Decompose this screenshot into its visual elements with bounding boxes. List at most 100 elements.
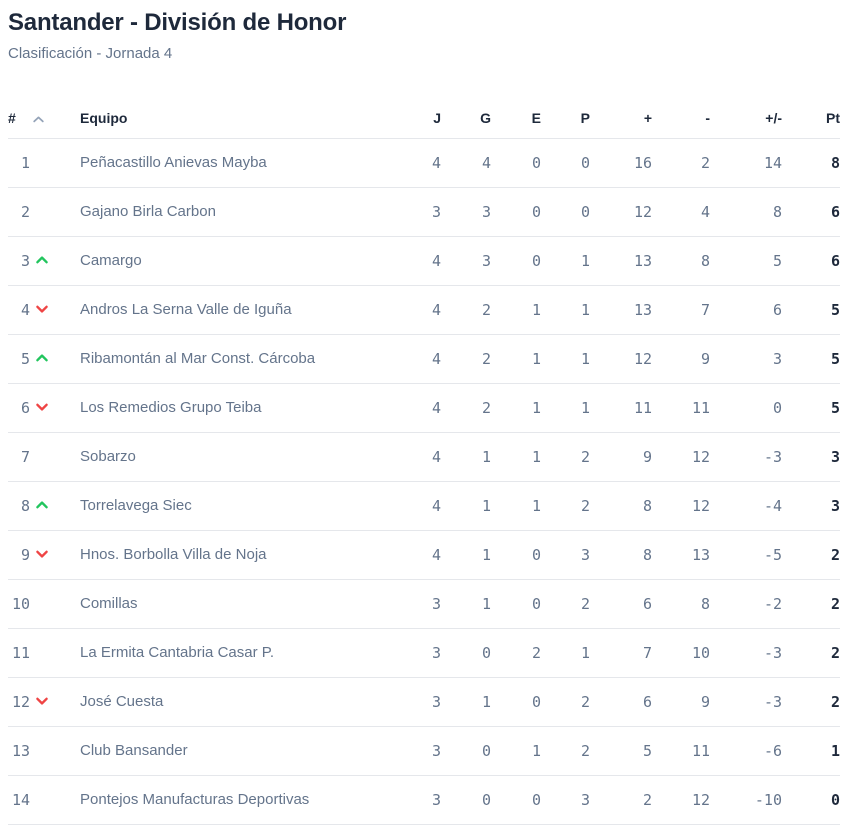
header-team[interactable]: Equipo [80,99,391,139]
rank-number: 4 [8,285,30,335]
header-rank[interactable]: # [8,99,30,139]
played-value: 4 [391,432,441,482]
played-value: 4 [391,138,441,188]
goals-for-value: 9 [590,432,652,482]
drawn-value: 0 [491,138,541,188]
goal-diff-value: 6 [710,285,782,335]
drawn-value: 1 [491,285,541,335]
won-value: 2 [441,383,491,433]
header-played[interactable]: J [391,99,441,139]
header-lost[interactable]: P [541,99,590,139]
goals-against-value: 9 [652,677,710,727]
goals-for-value: 13 [590,236,652,286]
lost-value: 2 [541,481,590,531]
rank-number: 3 [8,236,30,286]
chevron-up-icon [33,116,44,123]
table-row: 2 Gajano Birla Carbon 3 3 0 0 12 4 8 6 [8,187,840,237]
played-value: 3 [391,628,441,678]
lost-value: 0 [541,187,590,237]
team-name: Los Remedios Grupo Teiba [80,383,391,433]
points-value: 2 [782,530,840,580]
team-name: Pontejos Manufacturas Deportivas [80,775,391,825]
drawn-value: 2 [491,628,541,678]
drawn-value: 1 [491,726,541,776]
table-row: 6 Los Remedios Grupo Teiba 4 2 1 1 11 11… [8,383,840,433]
header-goal-diff[interactable]: +/- [710,99,782,139]
header-won[interactable]: G [441,99,491,139]
goals-against-value: 12 [652,775,710,825]
won-value: 1 [441,579,491,629]
rank-number: 6 [8,383,30,433]
team-name: Andros La Serna Valle de Iguña [80,285,391,335]
header-goals-for[interactable]: + [590,99,652,139]
rank-number: 12 [8,677,30,727]
goals-against-value: 4 [652,187,710,237]
goals-against-value: 13 [652,530,710,580]
goal-diff-value: -3 [710,432,782,482]
rank-number: 11 [8,628,30,678]
rank-number: 14 [8,775,30,825]
lost-value: 2 [541,432,590,482]
played-value: 4 [391,285,441,335]
lost-value: 0 [541,138,590,188]
header-drawn[interactable]: E [491,99,541,139]
goals-against-value: 8 [652,579,710,629]
points-value: 3 [782,481,840,531]
goals-against-value: 10 [652,628,710,678]
points-value: 2 [782,579,840,629]
goal-diff-value: -2 [710,579,782,629]
trend-cell [30,187,80,237]
goal-diff-value: 0 [710,383,782,433]
goal-diff-value: -3 [710,677,782,727]
won-value: 2 [441,285,491,335]
goals-against-value: 11 [652,383,710,433]
table-row: 1 Peñacastillo Anievas Mayba 4 4 0 0 16 … [8,138,840,188]
drawn-value: 1 [491,432,541,482]
goals-for-value: 5 [590,726,652,776]
drawn-value: 0 [491,530,541,580]
goals-for-value: 6 [590,579,652,629]
lost-value: 1 [541,383,590,433]
goal-diff-value: 3 [710,334,782,384]
lost-value: 2 [541,677,590,727]
trend-cell [30,285,80,335]
won-value: 4 [441,138,491,188]
team-name: José Cuesta [80,677,391,727]
goals-for-value: 12 [590,187,652,237]
points-value: 6 [782,187,840,237]
lost-value: 2 [541,579,590,629]
sort-column-header[interactable] [30,99,80,139]
header-goals-against[interactable]: - [652,99,710,139]
trend-cell [30,775,80,825]
team-name: Comillas [80,579,391,629]
goal-diff-value: 14 [710,138,782,188]
goals-for-value: 13 [590,285,652,335]
drawn-value: 0 [491,236,541,286]
won-value: 1 [441,481,491,531]
trend-down-icon [36,697,48,705]
points-value: 2 [782,628,840,678]
table-row: 11 La Ermita Cantabria Casar P. 3 0 2 1 … [8,628,840,678]
table-row: 7 Sobarzo 4 1 1 2 9 12 -3 3 [8,432,840,482]
drawn-value: 0 [491,187,541,237]
goals-for-value: 2 [590,775,652,825]
won-value: 1 [441,432,491,482]
trend-cell [30,677,80,727]
team-name: Club Bansander [80,726,391,776]
won-value: 3 [441,187,491,237]
won-value: 2 [441,334,491,384]
team-name: Torrelavega Siec [80,481,391,531]
rank-number: 8 [8,481,30,531]
points-value: 1 [782,726,840,776]
points-value: 6 [782,236,840,286]
team-name: Camargo [80,236,391,286]
won-value: 1 [441,677,491,727]
goal-diff-value: -4 [710,481,782,531]
rank-number: 10 [8,579,30,629]
table-row: 8 Torrelavega Siec 4 1 1 2 8 12 -4 3 [8,481,840,531]
lost-value: 3 [541,530,590,580]
trend-cell [30,579,80,629]
trend-up-icon [36,354,48,362]
header-points[interactable]: Pt [782,99,840,139]
trend-cell [30,481,80,531]
